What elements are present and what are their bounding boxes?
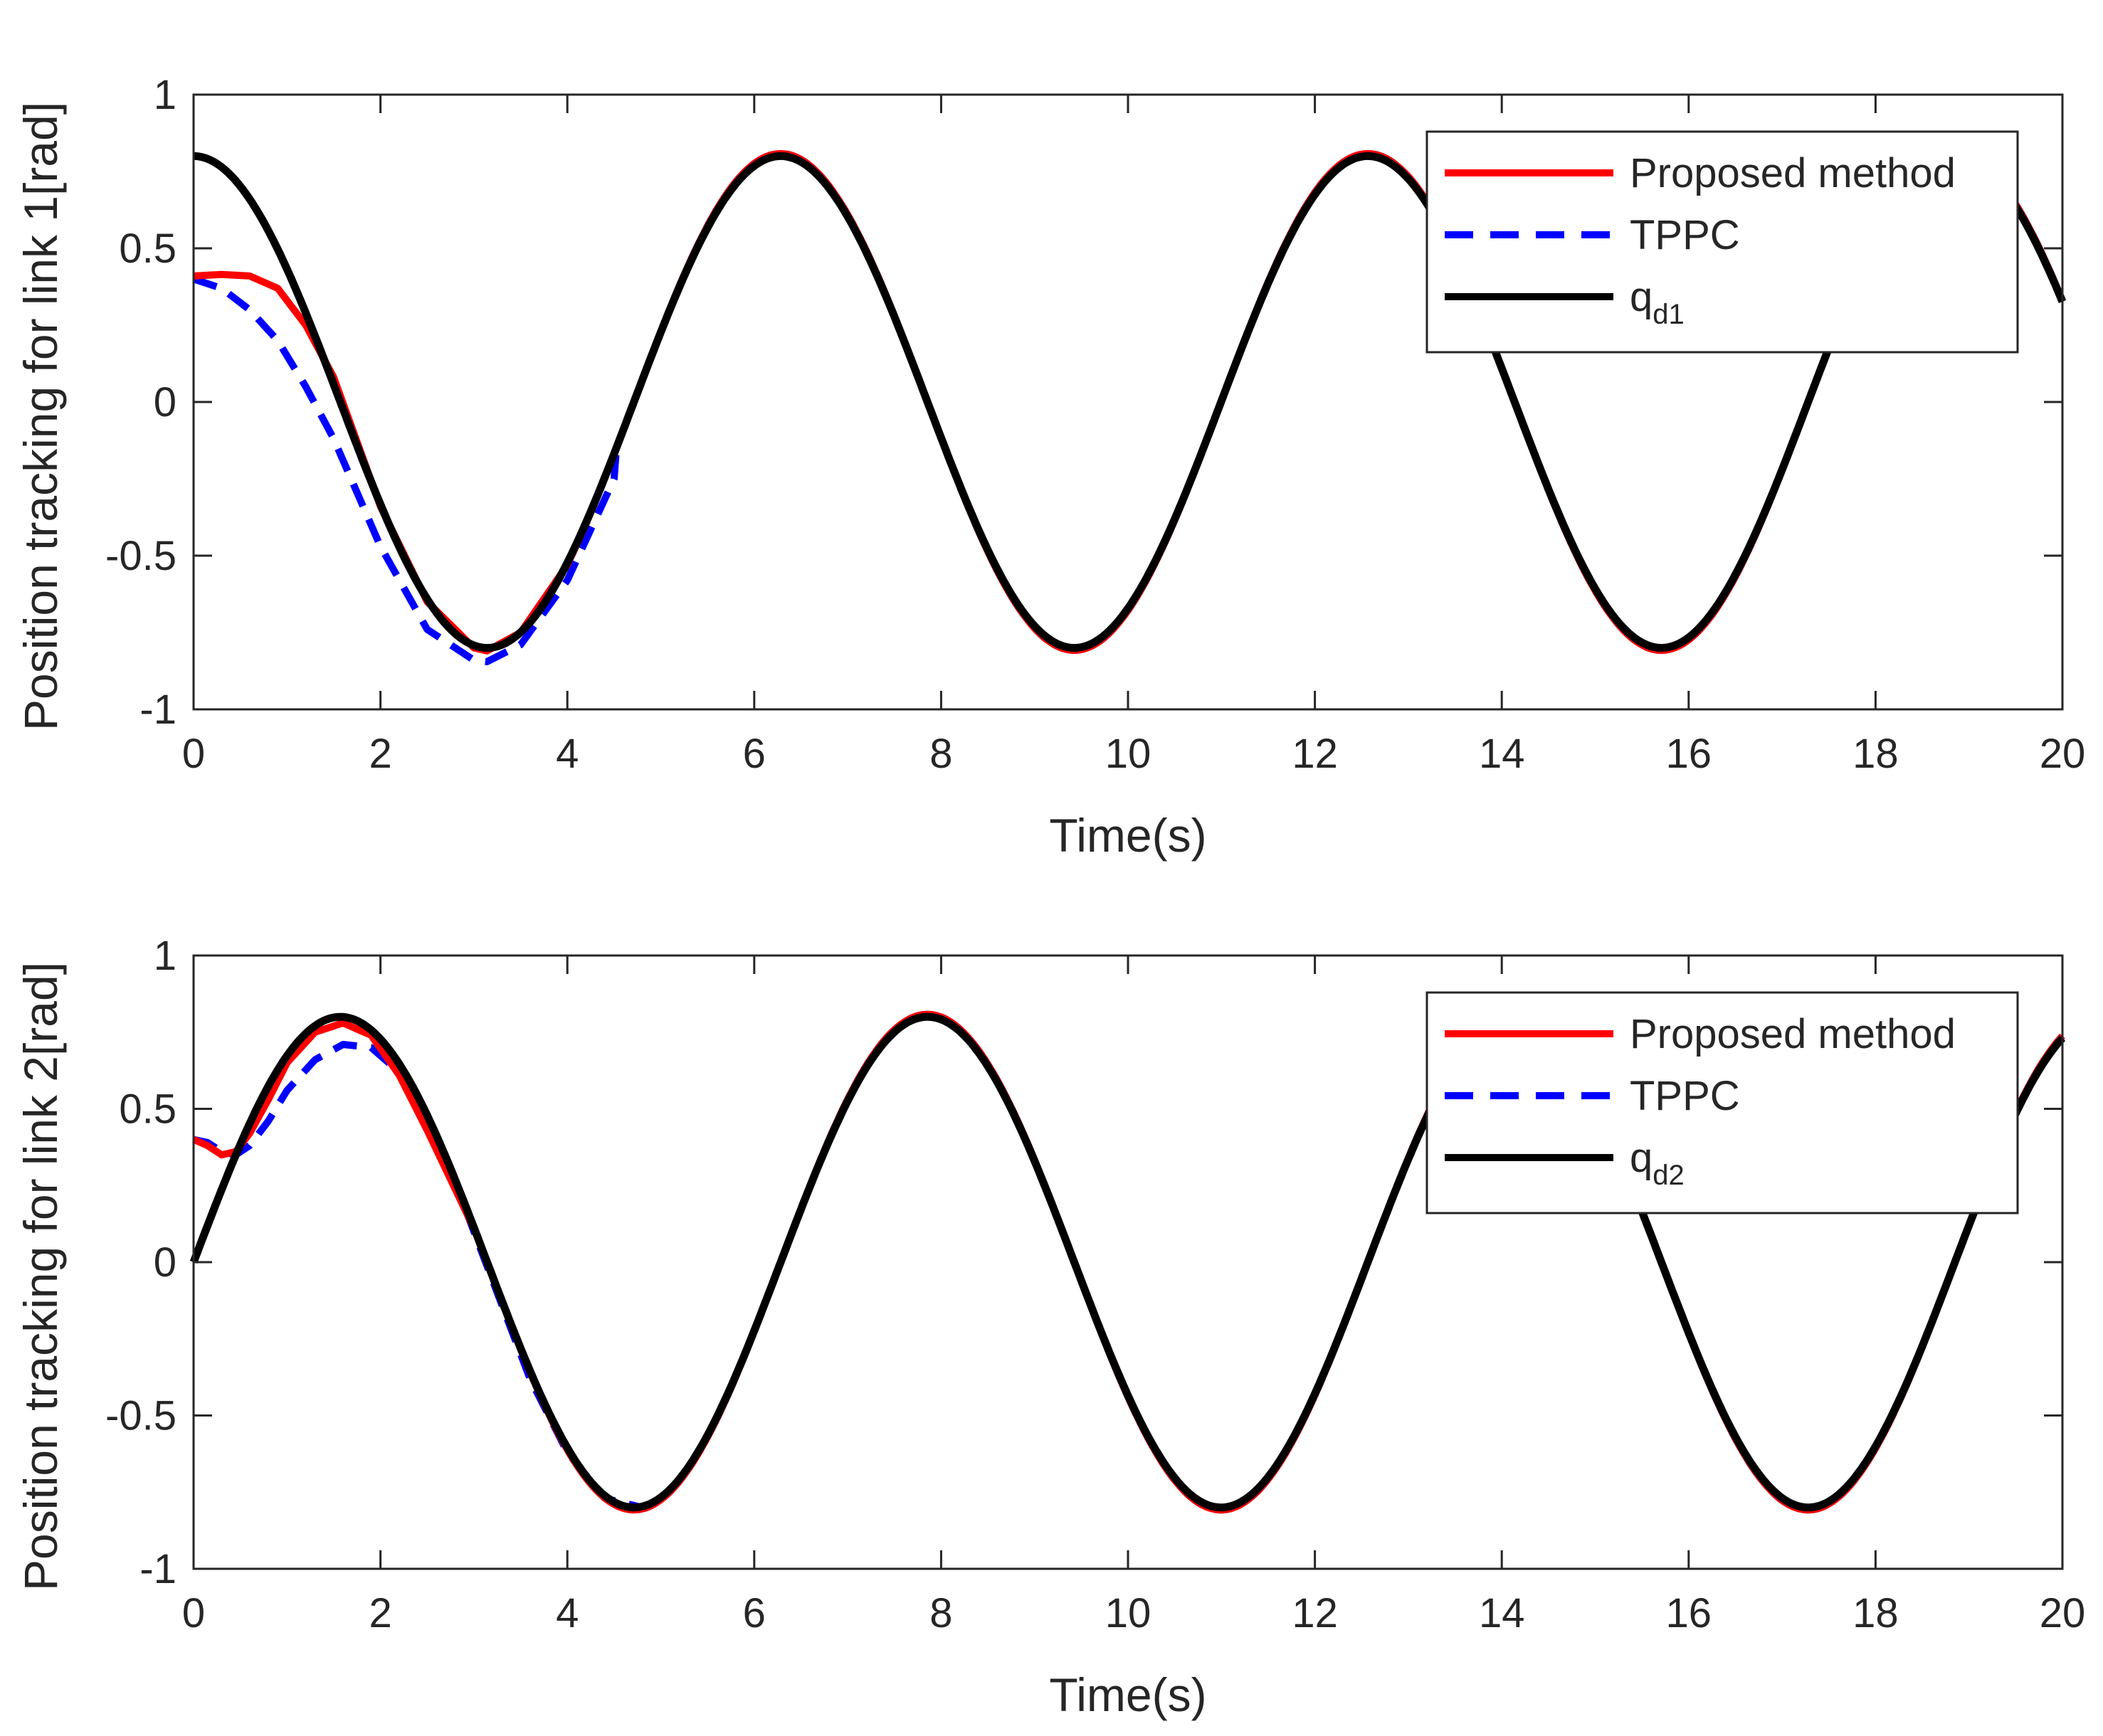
x-tick-label: 0 (182, 731, 205, 777)
legend-label: TPPC (1630, 1073, 1740, 1119)
legend-box (1425, 130, 2019, 354)
series-line-reference (189, 1012, 2066, 1512)
x-tick-label: 10 (1105, 731, 1151, 777)
x-tick-label: 2 (369, 1590, 391, 1636)
legend-label-main: Proposed method (1630, 1011, 1956, 1057)
x-tick-label: 2 (369, 731, 391, 777)
x-tick-label: 10 (1105, 1590, 1151, 1636)
legend-label-subscript: d2 (1653, 1160, 1685, 1191)
x-axis-label: Time(s) (1049, 1668, 1206, 1721)
series-line-reference (191, 152, 2067, 652)
legend-label: qd1 (1630, 274, 1685, 330)
legend-box (1425, 991, 2019, 1214)
chart-panel-link-2: 0 2 4 6 8 10 12 14 16 18 20 -1 -0.5 0 0.5 1 Time(s) Posit… (14, 933, 2085, 1721)
y-tick-label: 0.5 (119, 226, 176, 272)
y-axis-label: Position tracking for link 2[rad] (14, 962, 67, 1591)
y-tick-label: -1 (139, 1546, 176, 1592)
x-tick-label: 14 (1479, 731, 1525, 777)
x-tick-label: 8 (929, 731, 952, 777)
legend-label-main: Proposed method (1630, 150, 1956, 196)
legend-label-subscript: d1 (1653, 299, 1685, 330)
y-tick-label: 0 (154, 1239, 176, 1286)
chart-panel-link-1: 0 2 4 6 8 10 12 14 16 18 20 -1 -0.5 0 0.5 1 Time(s) Posit… (14, 72, 2085, 862)
legend: Proposed method TPPC qd1 (1425, 130, 2019, 354)
x-tick-label: 4 (556, 731, 579, 777)
y-tick-label: -0.5 (105, 1393, 176, 1439)
x-tick-label: 12 (1292, 1590, 1338, 1636)
legend-label-main: q (1630, 274, 1653, 320)
y-tick-label: -1 (139, 687, 176, 733)
x-tick-label: 18 (1852, 731, 1899, 777)
y-tick-label: 0.5 (119, 1086, 176, 1133)
x-tick-label: 0 (182, 1590, 205, 1636)
x-tick-label: 20 (2040, 731, 2086, 777)
x-tick-label: 4 (556, 1590, 579, 1636)
x-tick-label: 20 (2040, 1590, 2086, 1636)
legend-label: qd2 (1630, 1135, 1685, 1191)
legend-label-main: q (1630, 1135, 1653, 1181)
x-tick-label: 6 (743, 1590, 766, 1636)
x-tick-label: 8 (929, 1590, 952, 1636)
legend-label: TPPC (1630, 212, 1740, 258)
y-tick-label: 0 (154, 379, 176, 425)
legend: Proposed method TPPC qd2 (1425, 991, 2019, 1214)
x-tick-label: 6 (743, 731, 766, 777)
legend-label-main: TPPC (1630, 212, 1740, 258)
x-tick-label: 12 (1292, 731, 1338, 777)
y-tick-label: -0.5 (105, 533, 176, 579)
x-axis-label: Time(s) (1049, 809, 1206, 862)
x-tick-label: 16 (1666, 1590, 1712, 1636)
x-tick-label: 18 (1852, 1590, 1899, 1636)
x-tick-label: 14 (1479, 1590, 1525, 1636)
y-tick-label: 1 (154, 72, 176, 118)
y-tick-label: 1 (154, 933, 176, 979)
y-axis-label: Position tracking for link 1[rad] (14, 102, 67, 731)
x-tick-label: 16 (1666, 731, 1712, 777)
legend-label: Proposed method (1630, 1011, 1956, 1057)
legend-label-main: TPPC (1630, 1073, 1740, 1119)
legend-label: Proposed method (1630, 150, 1956, 196)
